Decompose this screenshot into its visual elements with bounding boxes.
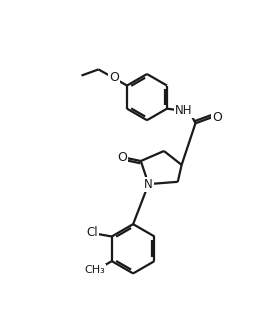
Text: O: O — [109, 72, 119, 84]
Text: N: N — [144, 178, 153, 191]
Text: Cl: Cl — [87, 226, 98, 239]
Text: O: O — [117, 151, 127, 164]
Text: NH: NH — [175, 104, 193, 117]
Text: O: O — [212, 111, 222, 124]
Text: CH₃: CH₃ — [84, 265, 105, 276]
